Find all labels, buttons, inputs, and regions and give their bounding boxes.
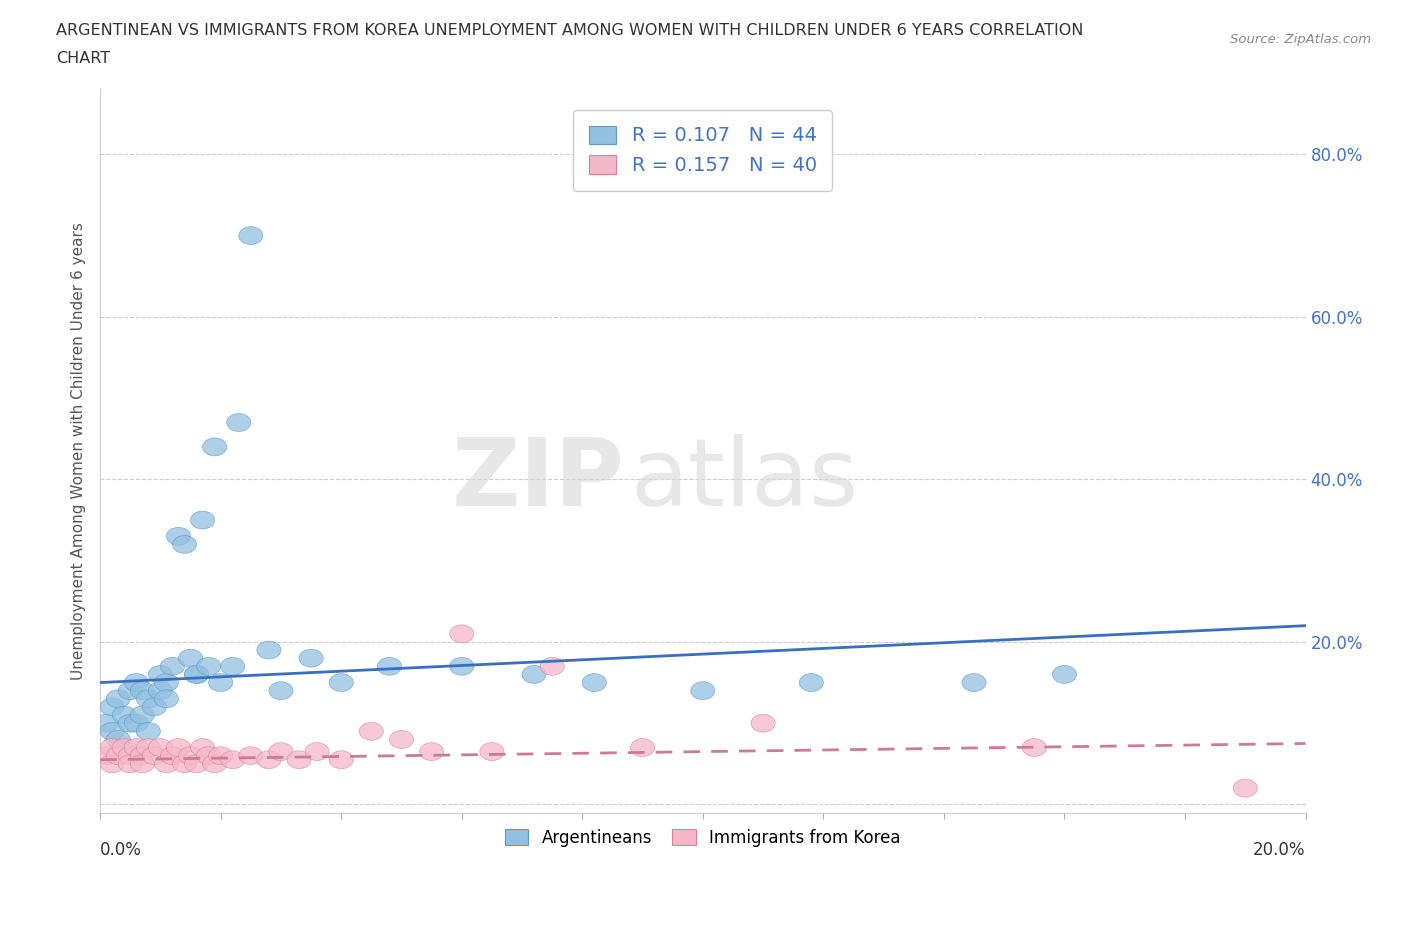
Ellipse shape [208,747,233,764]
Ellipse shape [360,723,384,740]
Ellipse shape [962,673,986,692]
Ellipse shape [179,649,202,667]
Ellipse shape [155,673,179,692]
Ellipse shape [690,682,714,699]
Ellipse shape [1052,666,1077,684]
Ellipse shape [540,658,564,675]
Ellipse shape [118,714,142,732]
Ellipse shape [149,666,173,684]
Text: atlas: atlas [630,434,859,525]
Ellipse shape [239,227,263,245]
Ellipse shape [191,738,215,756]
Ellipse shape [329,673,353,692]
Ellipse shape [184,666,208,684]
Ellipse shape [112,738,136,756]
Ellipse shape [479,743,503,761]
Ellipse shape [124,673,149,692]
Ellipse shape [107,690,131,708]
Ellipse shape [160,658,184,675]
Ellipse shape [184,666,208,684]
Ellipse shape [202,438,226,456]
Ellipse shape [155,755,179,773]
Ellipse shape [131,706,155,724]
Text: 20.0%: 20.0% [1253,842,1306,859]
Ellipse shape [100,738,124,756]
Ellipse shape [208,673,233,692]
Ellipse shape [799,673,824,692]
Ellipse shape [179,747,202,764]
Ellipse shape [131,682,155,699]
Ellipse shape [239,747,263,764]
Ellipse shape [149,738,173,756]
Ellipse shape [166,738,191,756]
Ellipse shape [136,723,160,740]
Ellipse shape [124,714,149,732]
Ellipse shape [118,682,142,699]
Ellipse shape [136,690,160,708]
Ellipse shape [257,751,281,769]
Ellipse shape [100,698,124,716]
Ellipse shape [173,536,197,553]
Ellipse shape [136,738,160,756]
Ellipse shape [751,714,775,732]
Text: ZIP: ZIP [451,434,624,525]
Ellipse shape [450,625,474,643]
Ellipse shape [100,755,124,773]
Ellipse shape [1022,738,1046,756]
Text: Source: ZipAtlas.com: Source: ZipAtlas.com [1230,33,1371,46]
Ellipse shape [377,658,402,675]
Ellipse shape [450,658,474,675]
Ellipse shape [173,755,197,773]
Ellipse shape [107,747,131,764]
Ellipse shape [191,512,215,529]
Ellipse shape [299,649,323,667]
Ellipse shape [630,738,655,756]
Ellipse shape [184,755,208,773]
Text: CHART: CHART [56,51,110,66]
Ellipse shape [197,747,221,764]
Ellipse shape [131,747,155,764]
Ellipse shape [166,527,191,545]
Ellipse shape [142,698,166,716]
Ellipse shape [389,730,413,749]
Text: 0.0%: 0.0% [100,842,142,859]
Ellipse shape [226,414,250,432]
Ellipse shape [94,714,118,732]
Ellipse shape [221,658,245,675]
Ellipse shape [100,723,124,740]
Ellipse shape [124,738,149,756]
Y-axis label: Unemployment Among Women with Children Under 6 years: Unemployment Among Women with Children U… [72,222,86,680]
Ellipse shape [202,755,226,773]
Ellipse shape [329,751,353,769]
Ellipse shape [582,673,606,692]
Ellipse shape [118,755,142,773]
Ellipse shape [221,751,245,769]
Ellipse shape [94,747,118,764]
Ellipse shape [269,743,292,761]
Ellipse shape [118,747,142,764]
Ellipse shape [305,743,329,761]
Ellipse shape [1233,779,1257,797]
Ellipse shape [149,682,173,699]
Text: ARGENTINEAN VS IMMIGRANTS FROM KOREA UNEMPLOYMENT AMONG WOMEN WITH CHILDREN UNDE: ARGENTINEAN VS IMMIGRANTS FROM KOREA UNE… [56,23,1084,38]
Ellipse shape [522,666,546,684]
Ellipse shape [257,641,281,659]
Ellipse shape [142,747,166,764]
Ellipse shape [112,706,136,724]
Ellipse shape [131,755,155,773]
Ellipse shape [155,690,179,708]
Ellipse shape [287,751,311,769]
Legend: Argentineans, Immigrants from Korea: Argentineans, Immigrants from Korea [496,820,908,855]
Ellipse shape [160,747,184,764]
Ellipse shape [419,743,444,761]
Ellipse shape [269,682,292,699]
Ellipse shape [197,658,221,675]
Ellipse shape [107,730,131,749]
